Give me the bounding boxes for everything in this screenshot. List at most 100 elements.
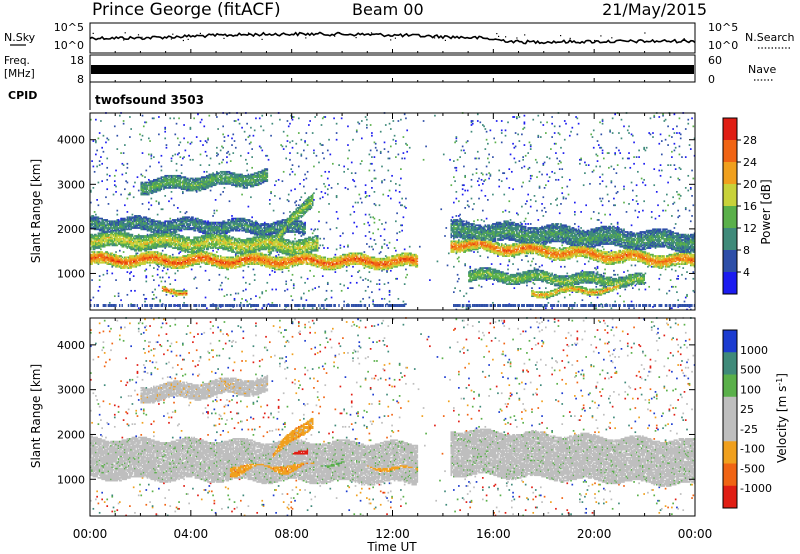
heatmap-cell <box>123 120 125 122</box>
nsearch-point <box>644 32 645 33</box>
heatmap-cell <box>164 138 166 140</box>
heatmap-cell <box>106 179 108 181</box>
heatmap-cell <box>232 152 234 154</box>
heatmap-cell <box>142 152 144 154</box>
heatmap-cell <box>219 289 221 291</box>
heatmap-cell <box>161 166 163 168</box>
heatmap-cell <box>235 120 237 122</box>
heatmap-cell <box>176 170 178 172</box>
nsearch-point <box>123 39 124 40</box>
nsearch-point <box>389 35 390 36</box>
heatmap-cell <box>127 163 129 165</box>
heatmap-cell <box>157 214 159 216</box>
heatmap-cell <box>162 250 164 252</box>
nsky-label: N.Sky <box>4 31 36 44</box>
heatmap-cell <box>95 154 97 156</box>
heatmap-cell <box>120 194 122 196</box>
heatmap-cell <box>142 203 144 205</box>
heatmap-cell <box>243 270 245 272</box>
heatmap-cell <box>241 194 243 196</box>
heatmap-cell <box>229 154 231 156</box>
heatmap-cell <box>159 277 161 279</box>
heatmap-cell <box>246 170 248 172</box>
heatmap-cell <box>245 139 247 141</box>
heatmap-cell <box>119 115 121 117</box>
heatmap-cell <box>164 127 166 129</box>
nsearch-point <box>684 38 685 39</box>
heatmap-cell <box>133 275 135 277</box>
heatmap-cell <box>159 299 161 301</box>
heatmap-cell <box>93 166 95 168</box>
heatmap-cell <box>188 155 190 157</box>
nsearch-point <box>171 38 172 39</box>
heatmap-cell <box>145 281 147 283</box>
nsky-right-tick-top: 10^5 <box>708 21 738 34</box>
heatmap-cell <box>224 140 226 142</box>
heatmap-cell <box>224 187 226 189</box>
heatmap-cell <box>200 121 202 123</box>
heatmap-cell <box>99 275 101 277</box>
heatmap-cell <box>101 147 103 149</box>
heatmap-cell <box>206 142 208 144</box>
heatmap-cell <box>234 140 236 142</box>
heatmap-cell <box>235 293 237 295</box>
heatmap-cell <box>215 199 217 201</box>
heatmap-cell <box>157 274 159 276</box>
heatmap-cell <box>178 144 180 146</box>
nsearch-point <box>570 38 571 39</box>
heatmap-cell <box>99 279 101 281</box>
heatmap-cell <box>139 134 141 136</box>
heatmap-cell <box>149 265 151 267</box>
heatmap-cell <box>217 128 219 130</box>
heatmap-cell <box>158 162 160 164</box>
heatmap-cell <box>177 207 179 209</box>
freq-unit-label: [MHz] <box>4 68 35 80</box>
heatmap-cell <box>253 269 255 271</box>
heatmap-cell <box>229 200 231 202</box>
heatmap-cell <box>241 127 243 129</box>
heatmap-cell <box>106 167 108 169</box>
heatmap-cell <box>127 167 129 169</box>
nsearch-point <box>560 35 561 36</box>
heatmap-cell <box>134 290 136 292</box>
nsky-noise-trace <box>90 32 695 43</box>
heatmap-cell <box>219 163 221 165</box>
freq-left-tick-top: 18 <box>70 54 84 67</box>
heatmap-cell <box>254 129 256 131</box>
heatmap-cell <box>106 158 108 160</box>
heatmap-cell <box>224 136 226 138</box>
heatmap-cell <box>182 191 184 193</box>
heatmap-cell <box>241 262 243 264</box>
heatmap-cell <box>123 152 125 154</box>
freq-left-tick-bottom: 8 <box>77 73 84 86</box>
heatmap-cell <box>177 270 179 272</box>
heatmap-cell <box>221 282 223 284</box>
heatmap-cell <box>164 131 166 133</box>
heatmap-cell <box>191 142 193 144</box>
heatmap-cell <box>137 253 139 255</box>
heatmap-cell <box>200 140 202 142</box>
heatmap-cell <box>226 162 228 164</box>
heatmap-cell <box>245 159 247 161</box>
heatmap-cell <box>207 138 209 140</box>
freq-band <box>91 65 694 74</box>
heatmap-cell <box>214 212 216 214</box>
heatmap-cell <box>118 295 120 297</box>
nsearch-point <box>262 39 263 40</box>
nsearch-point <box>445 40 446 41</box>
heatmap-cell <box>245 289 247 291</box>
date-title: 21/May/2015 <box>602 0 707 19</box>
heatmap-cell <box>115 170 117 172</box>
heatmap-cell <box>179 156 181 158</box>
heatmap-cell <box>221 162 223 164</box>
heatmap-cell <box>187 142 189 144</box>
heatmap-cell <box>190 127 192 129</box>
nsearch-point <box>248 33 249 34</box>
heatmap-cell <box>219 274 221 276</box>
heatmap-cell <box>151 154 153 156</box>
heatmap-cell <box>145 170 147 172</box>
heatmap-cell <box>100 156 102 158</box>
heatmap-cell <box>133 186 135 188</box>
heatmap-cell <box>157 269 159 271</box>
freq-panel: Freq. [MHz] 18 8 60 0 Nave <box>4 54 776 86</box>
